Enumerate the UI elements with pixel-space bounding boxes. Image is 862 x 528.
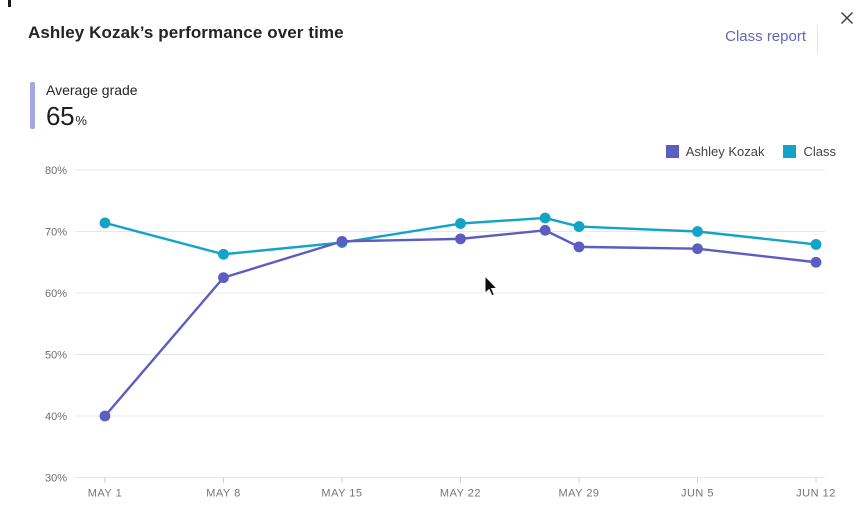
- class-report-link[interactable]: Class report: [725, 28, 806, 45]
- x-axis-label: MAY 29: [558, 488, 599, 500]
- x-axis-label: MAY 15: [321, 488, 362, 500]
- data-point-ashley-kozak-jun-12[interactable]: [810, 256, 822, 268]
- y-axis-label: 60%: [45, 288, 67, 300]
- data-point-class-may-27[interactable]: [539, 212, 551, 224]
- header-divider: [817, 25, 818, 54]
- data-point-ashley-kozak-may-1[interactable]: [99, 410, 111, 422]
- x-axis-label: JUN 5: [681, 488, 714, 500]
- series-line-class: [103, 216, 818, 256]
- data-point-ashley-kozak-jun-5[interactable]: [692, 243, 703, 255]
- y-axis-label: 50%: [45, 350, 67, 362]
- close-icon: [841, 12, 853, 24]
- legend-label-ashley-kozak: Ashley Kozak: [685, 144, 765, 159]
- chart-legend: Ashley Kozak Class: [665, 144, 836, 159]
- legend-swatch-ashley-kozak: [665, 145, 679, 158]
- y-axis-label: 80%: [45, 165, 67, 177]
- data-point-ashley-kozak-may-8[interactable]: [218, 272, 229, 284]
- legend-item-class[interactable]: Class: [783, 144, 836, 159]
- data-point-class-may-22[interactable]: [455, 218, 466, 229]
- data-point-class-jun-5[interactable]: [692, 226, 703, 237]
- x-axis-label: MAY 1: [88, 488, 123, 500]
- legend-label-class: Class: [803, 144, 836, 159]
- data-point-ashley-kozak-may-27[interactable]: [539, 224, 551, 236]
- data-point-ashley-kozak-may-15[interactable]: [336, 235, 348, 247]
- stat-label: Average grade: [46, 82, 138, 98]
- stat-value: 65: [46, 101, 75, 131]
- y-axis-label: 30%: [45, 473, 67, 485]
- legend-item-ashley-kozak[interactable]: Ashley Kozak: [665, 144, 765, 159]
- data-point-ashley-kozak-may-29[interactable]: [573, 241, 585, 253]
- series-line-ashley-kozak: [103, 229, 818, 418]
- stat-accent-bar: [30, 82, 35, 129]
- close-button[interactable]: [836, 7, 858, 29]
- stat-value-row: 65 %: [46, 103, 138, 129]
- data-point-class-may-29[interactable]: [573, 221, 585, 232]
- screen-edge-artifact: [8, 0, 11, 7]
- y-axis-label: 70%: [45, 227, 67, 239]
- data-point-class-may-1[interactable]: [99, 217, 111, 229]
- legend-swatch-class: [783, 145, 797, 158]
- x-axis-label: JUN 12: [796, 488, 836, 500]
- x-axis-label: MAY 8: [206, 488, 241, 500]
- x-axis-label: MAY 22: [440, 488, 481, 500]
- data-point-class-jun-12[interactable]: [810, 239, 822, 250]
- average-grade-stat: Average grade 65 %: [30, 82, 138, 129]
- data-point-ashley-kozak-may-22[interactable]: [455, 233, 466, 245]
- stat-text-block: Average grade 65 %: [46, 82, 138, 129]
- data-point-class-may-8[interactable]: [218, 248, 229, 260]
- stat-unit: %: [75, 113, 87, 128]
- y-axis-label: 40%: [45, 411, 67, 423]
- dialog-title: Ashley Kozak’s performance over time: [28, 23, 344, 42]
